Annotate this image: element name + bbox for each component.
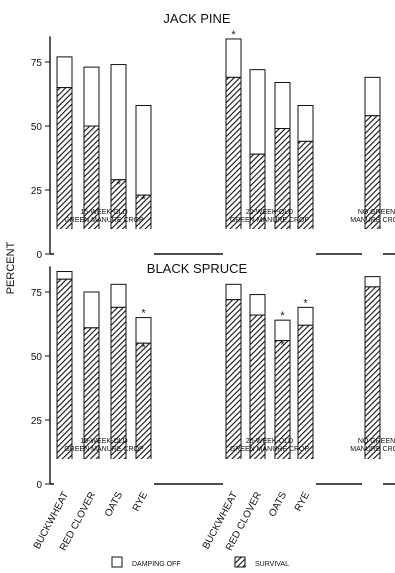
group-label-band	[223, 459, 316, 485]
y-tick-label: 75	[31, 288, 43, 299]
group-label-band	[223, 229, 316, 255]
bar-damping-off	[297, 306, 314, 326]
legend: DAMPING OFF SURVIVAL	[111, 556, 289, 568]
bar-survival	[249, 314, 266, 485]
group-label: MANURE CROP	[350, 446, 395, 453]
bar-damping-off	[135, 105, 152, 196]
group-label-band	[362, 459, 383, 485]
bar-damping-off	[110, 283, 127, 308]
legend-damping-swatch	[111, 556, 123, 568]
group-label: MANURE CROP	[350, 217, 395, 224]
bar-damping-off	[364, 276, 381, 288]
group-label-band	[54, 459, 154, 485]
significance-asterisk: *	[116, 179, 121, 191]
group-label: 15-WEEK-OLD	[80, 438, 127, 445]
bar-damping-off	[225, 283, 242, 301]
bar-damping-off	[56, 271, 73, 280]
group-label: 20-WEEK-OLD	[246, 209, 293, 216]
x-category-label: RYE	[293, 490, 312, 513]
group-label: GREEN MANURE CROP	[230, 446, 310, 453]
y-tick-label: 25	[31, 186, 43, 197]
significance-asterisk: *	[141, 342, 146, 354]
significance-asterisk: *	[303, 297, 308, 309]
legend-survival-label: SURVIVAL	[255, 561, 289, 568]
significance-asterisk: *	[231, 29, 236, 41]
y-tick-label: 25	[31, 416, 43, 427]
bar-damping-off	[56, 56, 73, 89]
y-tick-label: 50	[31, 122, 43, 133]
bar-damping-off	[83, 66, 100, 127]
bar-damping-off	[135, 317, 152, 344]
bar-damping-off	[225, 38, 242, 78]
bar-survival	[364, 286, 381, 485]
bar-damping-off	[110, 64, 127, 181]
significance-asterisk: *	[280, 340, 285, 352]
group-label-band	[362, 229, 383, 255]
bar-survival	[225, 76, 242, 255]
y-tick-label: 50	[31, 352, 43, 363]
group-label: NO GREEN	[358, 209, 395, 216]
y-tick-label: 0	[36, 250, 42, 261]
group-label: GREEN MANURE CROP	[64, 446, 144, 453]
legend-survival-swatch	[234, 556, 246, 568]
y-tick-label: 75	[31, 58, 43, 69]
bar-damping-off	[364, 76, 381, 117]
bar-damping-off	[249, 294, 266, 316]
group-label: GREEN MANURE CROP	[64, 217, 144, 224]
x-category-label: OATS	[103, 490, 125, 519]
bar-survival	[110, 306, 127, 485]
y-tick-label: 0	[36, 480, 42, 491]
significance-asterisk: *	[280, 310, 285, 322]
significance-asterisk: *	[141, 308, 146, 320]
bar-damping-off	[274, 81, 291, 130]
chart-title: BLACK SPRUCE	[147, 261, 248, 276]
bar-damping-off	[297, 105, 314, 142]
chart-title: JACK PINE	[163, 11, 231, 26]
group-label: 15-WEEK-OLD	[80, 209, 127, 216]
x-category-label: OATS	[267, 490, 289, 519]
group-label: 20-WEEK-OLD	[246, 438, 293, 445]
legend-damping-label: DAMPING OFF	[132, 561, 181, 568]
group-label: GREEN MANURE CROP	[230, 217, 310, 224]
significance-asterisk: *	[141, 194, 146, 206]
group-label: NO GREEN	[358, 438, 395, 445]
group-label-band	[54, 229, 154, 255]
bar-survival	[56, 278, 73, 485]
bar-survival	[225, 299, 242, 485]
bar-damping-off	[274, 319, 291, 342]
y-axis-label: PERCENT	[5, 241, 17, 294]
bar-damping-off	[249, 69, 266, 155]
x-category-label: RYE	[131, 490, 150, 513]
bar-damping-off	[83, 291, 100, 329]
